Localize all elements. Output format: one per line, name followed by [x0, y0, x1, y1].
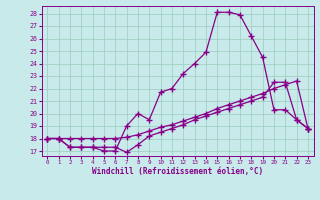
X-axis label: Windchill (Refroidissement éolien,°C): Windchill (Refroidissement éolien,°C)	[92, 167, 263, 176]
